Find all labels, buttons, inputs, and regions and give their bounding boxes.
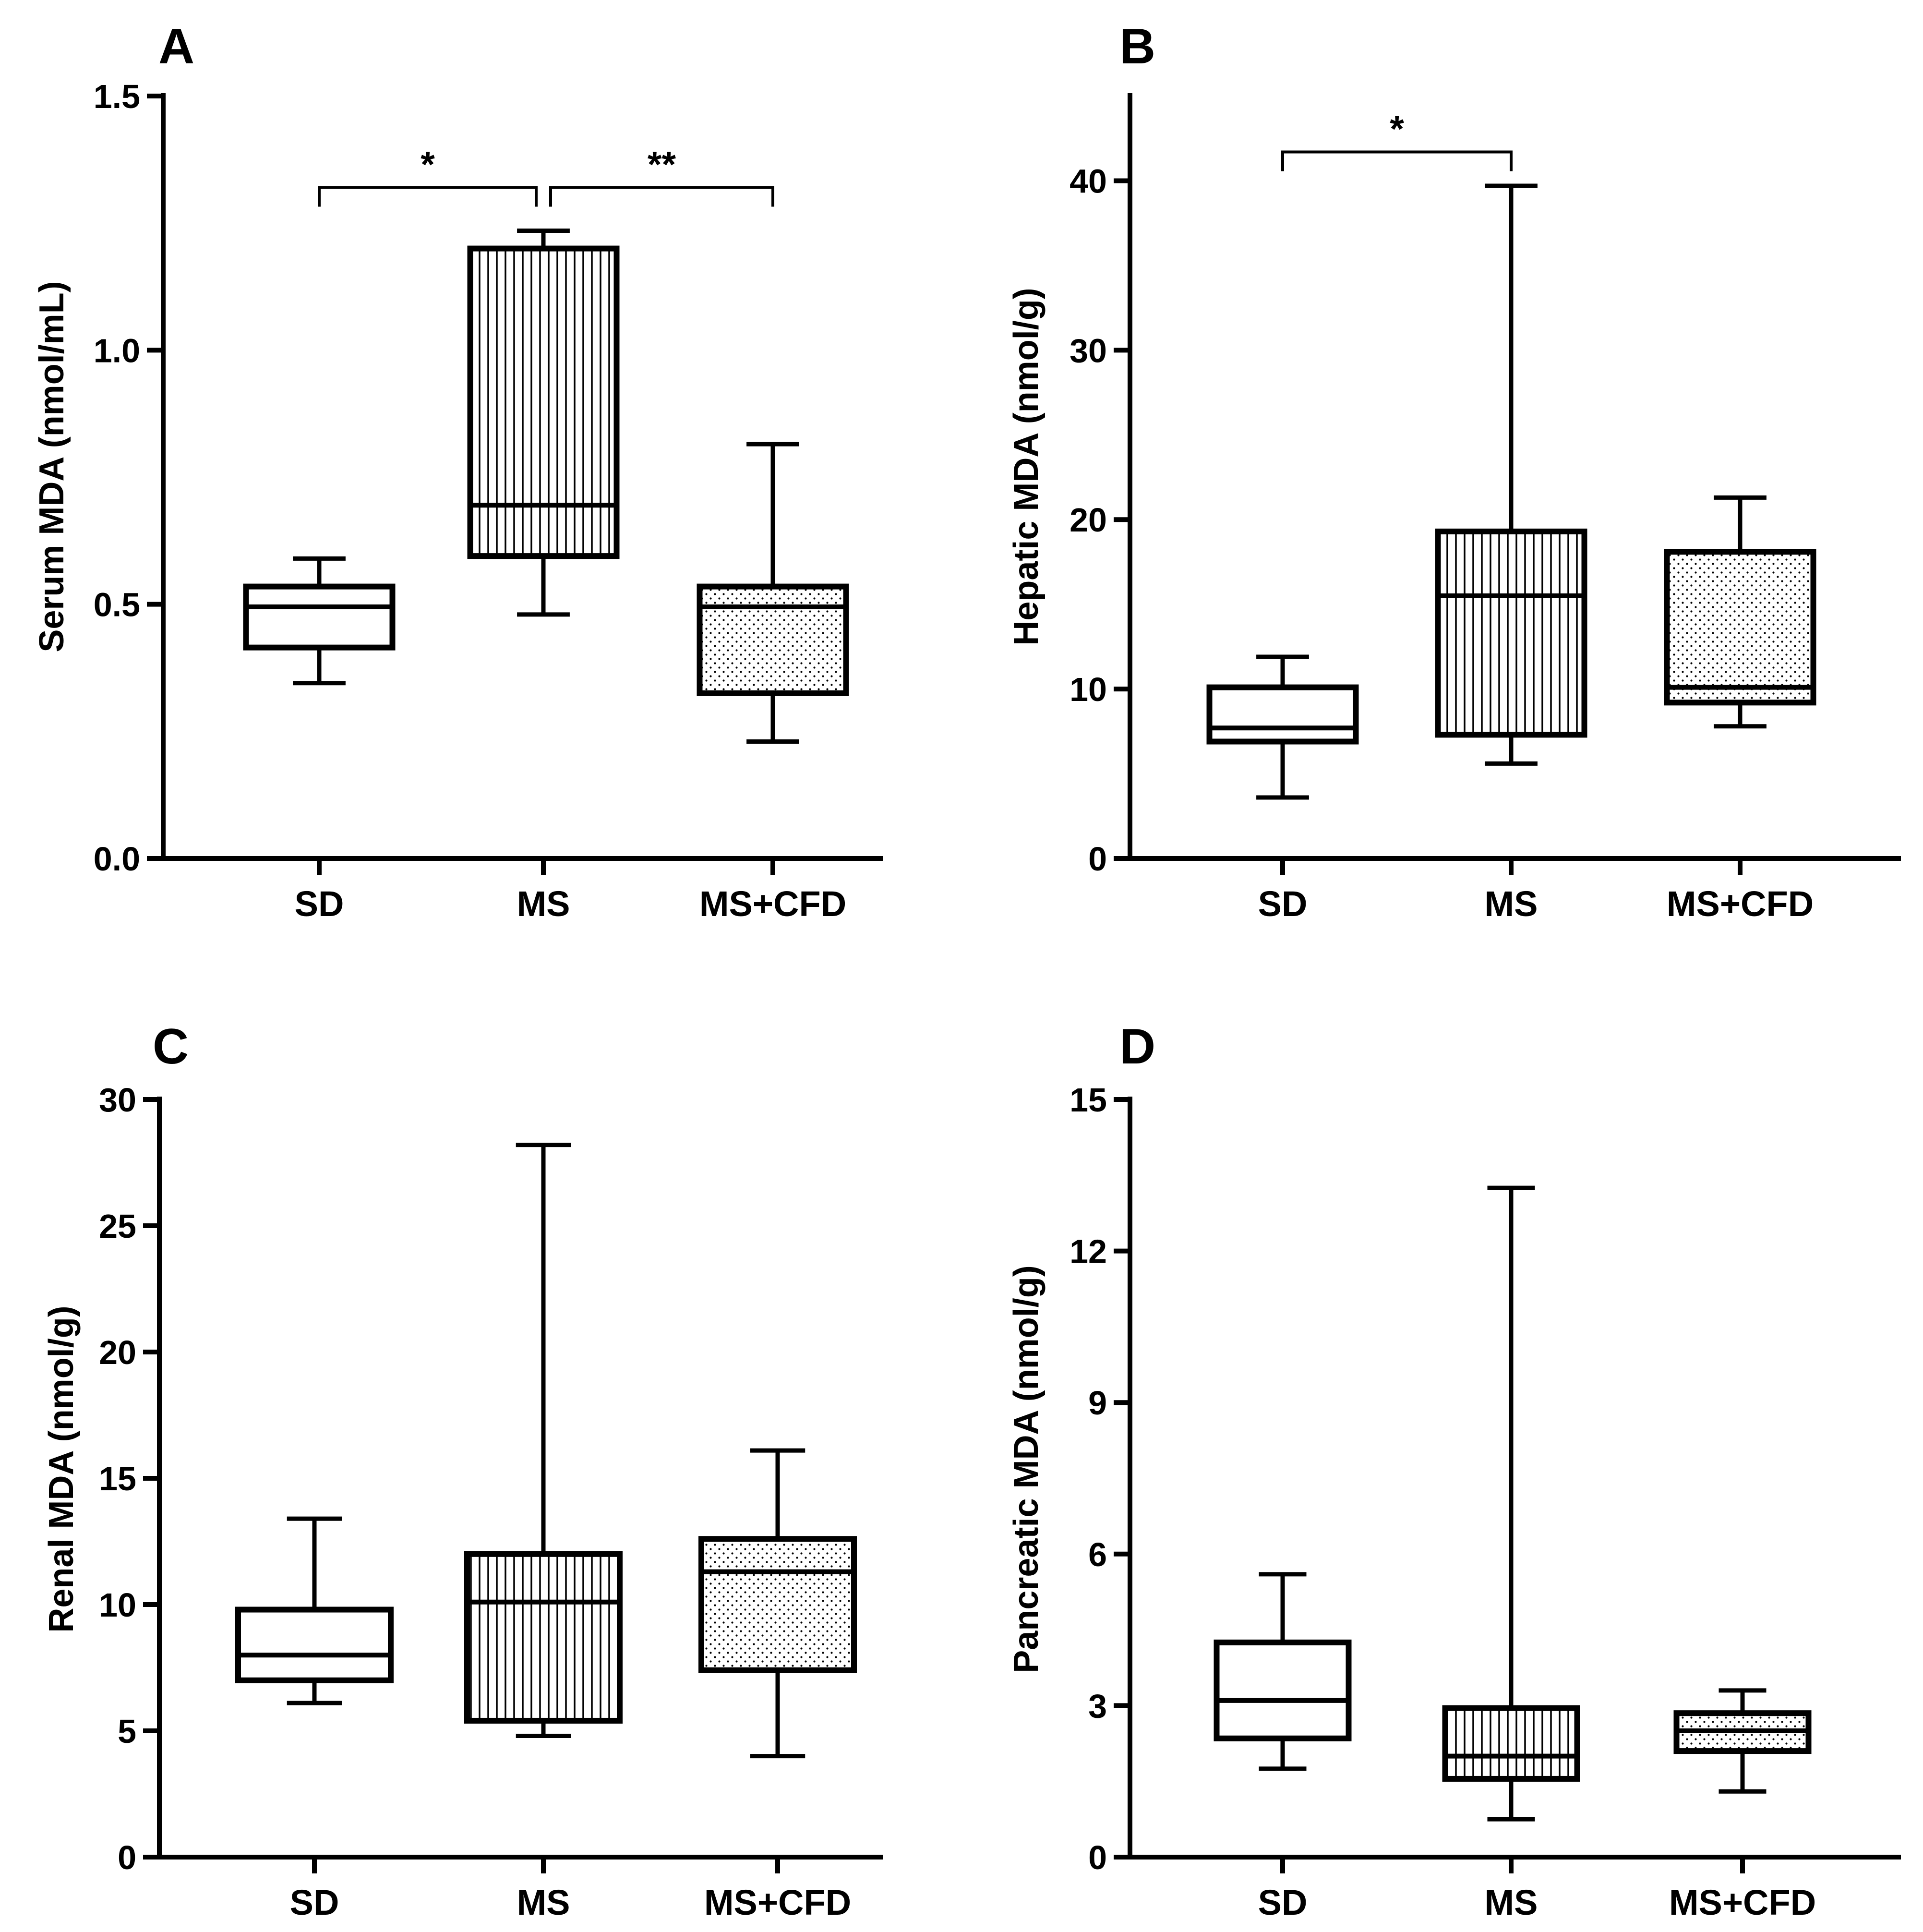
x-tick-label: SD (295, 884, 344, 924)
panel-letter-C: C (153, 1019, 189, 1075)
plot-area-B: 0 10 20 30 40 SD MS MS+CFD * (1070, 93, 1901, 924)
significance-label: * (1390, 109, 1404, 149)
significance-label: ** (648, 145, 676, 185)
y-axis-title-A: Serum MDA (nmol/mL) (33, 281, 71, 652)
y-tick-label: 0.0 (94, 840, 140, 878)
y-tick-label: 30 (1070, 332, 1107, 369)
x-tick-label: MS+CFD (1667, 884, 1814, 924)
box-ms-cfd (698, 1536, 857, 1673)
y-tick-label: 0 (1088, 1839, 1107, 1876)
y-tick-label: 0 (1088, 840, 1107, 878)
x-tick-label: MS+CFD (1669, 1883, 1816, 1922)
y-axis-title-B: Hepatic MDA (nmol/g) (1007, 288, 1046, 645)
panel-B: B Hepatic MDA (nmol/g) 0 10 20 30 40 SD MS MS+C… (1007, 19, 1901, 924)
box-sd (235, 1606, 394, 1683)
y-tick-label: 9 (1088, 1384, 1107, 1422)
y-tick-label: 1.0 (94, 332, 140, 369)
y-tick-label: 6 (1088, 1536, 1107, 1573)
plot-area-C: 0 5 10 15 20 25 30 SD MS MS+CFD (99, 1081, 883, 1922)
x-tick-label: SD (1258, 1883, 1308, 1922)
significance-bracket (1281, 150, 1513, 171)
x-tick-label: MS (1485, 884, 1538, 924)
box-ms (1435, 528, 1587, 738)
y-tick-label: 0.5 (94, 586, 140, 624)
box-sd (1214, 1639, 1352, 1741)
plot-area-D: 0 3 6 9 12 15 SD MS MS+CFD (1070, 1081, 1901, 1922)
y-tick-label: 10 (1070, 671, 1107, 708)
x-tick-label: MS (1485, 1883, 1538, 1922)
box-ms (1442, 1705, 1580, 1782)
y-axis-title-C: Renal MDA (nmol/g) (42, 1305, 81, 1632)
x-tick-label: SD (290, 1883, 339, 1922)
y-tick-label: 15 (1070, 1081, 1107, 1119)
panel-D: D Pancreatic MDA (nmol/g) 0 3 6 9 12 15 SD MS MS… (1007, 1019, 1901, 1922)
box-sd (243, 583, 396, 651)
box-ms (464, 1551, 623, 1724)
y-tick-label: 40 (1070, 162, 1107, 200)
y-tick-label: 10 (99, 1586, 136, 1624)
significance-label: * (421, 145, 435, 185)
y-tick-label: 1.5 (94, 78, 140, 115)
y-tick-label: 25 (99, 1208, 136, 1245)
x-tick-label: MS (517, 884, 570, 924)
y-tick-label: 0 (118, 1839, 136, 1876)
box-ms (467, 245, 620, 559)
y-tick-label: 15 (99, 1460, 136, 1497)
x-tick-label: SD (1258, 884, 1308, 924)
significance-bracket (318, 186, 538, 207)
panel-letter-A: A (158, 19, 194, 74)
significance-bracket (549, 186, 774, 207)
y-tick-label: 5 (118, 1713, 136, 1750)
panel-letter-D: D (1119, 1019, 1155, 1075)
x-tick-label: MS+CFD (699, 884, 846, 924)
box-sd (1206, 684, 1359, 745)
plot-area-A: 0.00.51.01.5SD MS MS+CFD* ** (94, 78, 883, 924)
box-ms-cfd (1664, 549, 1816, 706)
x-tick-label: MS+CFD (704, 1883, 851, 1922)
panel-C: C Renal MDA (nmol/g) 0 5 10 15 20 25 30 SD MS MS+… (42, 1019, 883, 1922)
panel-A: A Serum MDA (nmol/mL) 0.0 0.5 1.0 1.5 SD MS MS… (33, 19, 883, 924)
panel-letter-B: B (1119, 19, 1155, 74)
y-tick-label: 12 (1070, 1233, 1107, 1270)
y-tick-label: 30 (99, 1081, 136, 1119)
y-tick-label: 20 (1070, 501, 1107, 539)
y-tick-label: 3 (1088, 1687, 1107, 1725)
y-tick-label: 20 (99, 1334, 136, 1371)
box-ms-cfd (697, 583, 849, 696)
y-axis-title-D: Pancreatic MDA (nmol/g) (1007, 1265, 1046, 1673)
x-tick-label: MS (517, 1883, 570, 1922)
